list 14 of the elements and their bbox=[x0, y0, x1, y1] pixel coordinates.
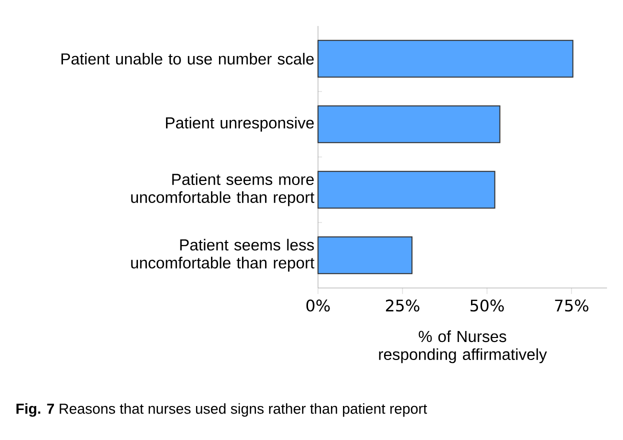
text: Fig. 7 Reasons that nurses used signs rather than patient report bbox=[16, 403, 428, 417]
bar bbox=[318, 40, 574, 78]
y-tick-label: Patient unresponsive bbox=[166, 116, 314, 132]
bar bbox=[318, 236, 412, 274]
bar bbox=[318, 105, 500, 144]
bar bbox=[318, 170, 496, 209]
y-tick-label: Patient seems more uncomfortable than report bbox=[131, 173, 314, 206]
x-tick-label: 25% bbox=[386, 300, 420, 312]
x-tick-label: 50% bbox=[470, 300, 504, 312]
y-tick-label: Patient unable to use number scale bbox=[61, 52, 314, 65]
x-tick-label: 0% bbox=[306, 300, 330, 312]
x-axis-title: % of Nurses responding affirmatively bbox=[379, 330, 547, 364]
y-tick-label: Patient seems less uncomfortable than report bbox=[131, 238, 314, 272]
x-tick-label: 75% bbox=[555, 300, 588, 312]
